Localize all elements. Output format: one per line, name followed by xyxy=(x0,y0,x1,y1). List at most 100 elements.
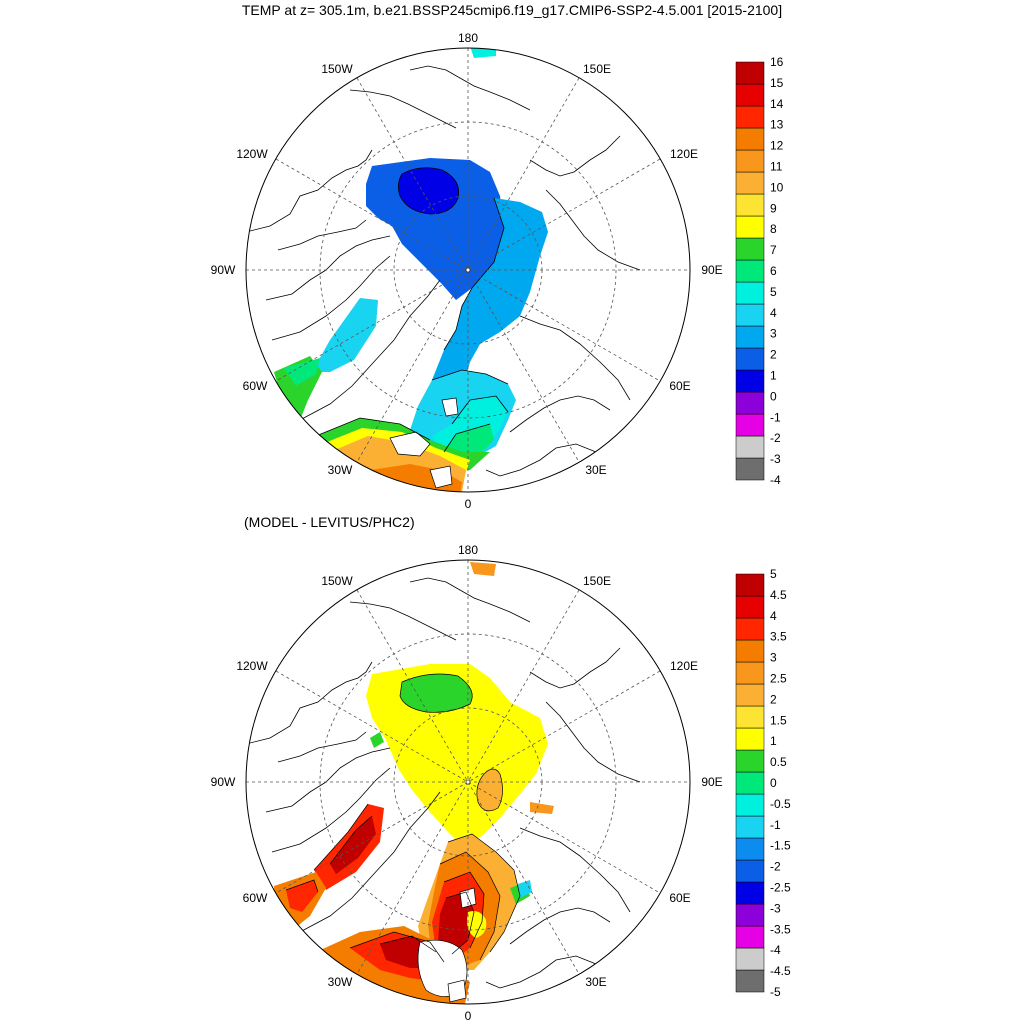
colorbar-label: -0.5 xyxy=(770,797,791,811)
lofoten-1p5 xyxy=(467,911,487,938)
colorbar-label: 14 xyxy=(770,97,784,111)
colorbar-box xyxy=(735,595,765,619)
colorbar-box xyxy=(735,61,765,85)
bering-strait-2p5 xyxy=(470,562,496,576)
lon-label: 150E xyxy=(583,62,611,76)
eurasian-basin-3c xyxy=(432,198,548,400)
nordic-seas-6c xyxy=(444,424,494,456)
colorbar-label: 2 xyxy=(770,348,777,362)
colorbar-label: -2 xyxy=(770,860,781,874)
lon-label: 30E xyxy=(585,975,606,989)
lon-label: 90E xyxy=(701,775,722,789)
colorbar-label: 0 xyxy=(770,776,777,790)
lon-label: 150W xyxy=(321,62,353,76)
lon-label: 120E xyxy=(670,659,698,673)
colorbar-label: 16 xyxy=(770,55,784,69)
colorbar-label: 12 xyxy=(770,139,784,153)
colorbar-box xyxy=(735,859,765,883)
colorbar-label: -4 xyxy=(770,943,781,957)
svalbard-land xyxy=(441,397,459,417)
colorbar-box xyxy=(735,683,765,707)
colorbar-label: 15 xyxy=(770,76,784,90)
colorbar-box xyxy=(735,771,765,795)
colorbar-label: -3 xyxy=(770,901,781,915)
longitude-labels: 180 150E 120E 90E 60E 30E 0 30W 60W 90W … xyxy=(211,543,723,1023)
arctic-basin-1 xyxy=(400,674,473,713)
colorbar-box xyxy=(735,215,765,239)
map-boundary xyxy=(245,559,691,1005)
north-pole-marker xyxy=(465,267,471,273)
labrador-sea-5 xyxy=(330,816,376,874)
colorbar-label: 5 xyxy=(770,567,777,581)
colorbar-box xyxy=(735,947,765,971)
colorbar-label: -1.5 xyxy=(770,839,791,853)
colorbar-box xyxy=(735,793,765,817)
colorbar-box xyxy=(735,969,765,993)
lon-label: 120W xyxy=(236,659,268,673)
colorbar-box xyxy=(735,815,765,839)
colorbar-label: 11 xyxy=(770,160,783,174)
colorbar-box xyxy=(735,903,765,927)
colorbar-box xyxy=(735,661,765,685)
colorbar-label: 7 xyxy=(770,243,777,257)
colorbar-label: 3 xyxy=(770,327,777,341)
british-isles-land xyxy=(429,465,453,489)
coastlines xyxy=(246,577,641,989)
map-boundary xyxy=(245,47,691,493)
colorbar-label: 3.5 xyxy=(770,630,787,644)
arctic-basin-2 xyxy=(476,769,503,811)
kara-sea-neg1 xyxy=(518,880,532,898)
lon-label: 60W xyxy=(243,891,268,905)
colorbar-label: -4 xyxy=(770,473,781,487)
colorbar-box xyxy=(735,837,765,861)
colorbar-label: 9 xyxy=(770,201,777,215)
colorbar-label: 0.5 xyxy=(770,755,787,769)
colorbar-label: 10 xyxy=(770,180,784,194)
arctic-basin-1c xyxy=(398,167,459,214)
north-pole-marker xyxy=(465,779,471,785)
colorbar-label: -4.5 xyxy=(770,964,791,978)
colorbar-label: -2.5 xyxy=(770,881,791,895)
colorbar-label: 13 xyxy=(770,118,784,132)
colorbar-label: 6 xyxy=(770,264,777,278)
colorbar-label: 3 xyxy=(770,651,777,665)
colorbar-box xyxy=(735,639,765,663)
difference-field xyxy=(246,562,641,1004)
british-isles-land xyxy=(447,979,467,1003)
lon-label: 150W xyxy=(321,574,353,588)
difference-polar-map: 180 150E 120E 90E 60E 30E 0 30W 60W 90W … xyxy=(211,543,791,1023)
lon-label: 30W xyxy=(328,975,353,989)
colorbar-box xyxy=(735,573,765,597)
lon-label: 60E xyxy=(669,891,690,905)
colorbar-box xyxy=(735,347,765,371)
iceland-land xyxy=(389,431,431,457)
lon-label: 150E xyxy=(583,574,611,588)
colorbar-label: 4.5 xyxy=(770,588,787,602)
colorbar-label: -5 xyxy=(770,985,781,999)
coastlines xyxy=(246,65,641,477)
colorbar-label: 5 xyxy=(770,285,777,299)
colorbar-label: 8 xyxy=(770,222,777,236)
colorbar-label: -2 xyxy=(770,431,781,445)
colorbar-box xyxy=(735,413,765,437)
colorbar-label: 1 xyxy=(770,734,777,748)
lon-label: 30E xyxy=(585,463,606,477)
colorbar-box xyxy=(735,303,765,327)
colorbar-label: 2 xyxy=(770,692,777,706)
lon-label: 30W xyxy=(328,463,353,477)
figure-title: TEMP at z= 305.1m, b.e21.BSSP245cmip6.f1… xyxy=(241,2,783,18)
colorbar-box xyxy=(735,105,765,129)
temperature-contours xyxy=(315,167,509,453)
colorbar-box xyxy=(735,127,765,151)
difference-contours xyxy=(285,673,521,963)
lon-label: 180 xyxy=(458,31,478,45)
colorbar-label: -3 xyxy=(770,452,781,466)
colorbar-box xyxy=(735,727,765,751)
lon-label: 90W xyxy=(211,775,236,789)
lon-label: 180 xyxy=(458,543,478,557)
colorbar-box xyxy=(735,149,765,173)
barents-2p5 xyxy=(530,802,554,814)
colorbar-box xyxy=(735,259,765,283)
colorbar-box xyxy=(735,83,765,107)
lon-label: 60E xyxy=(669,379,690,393)
